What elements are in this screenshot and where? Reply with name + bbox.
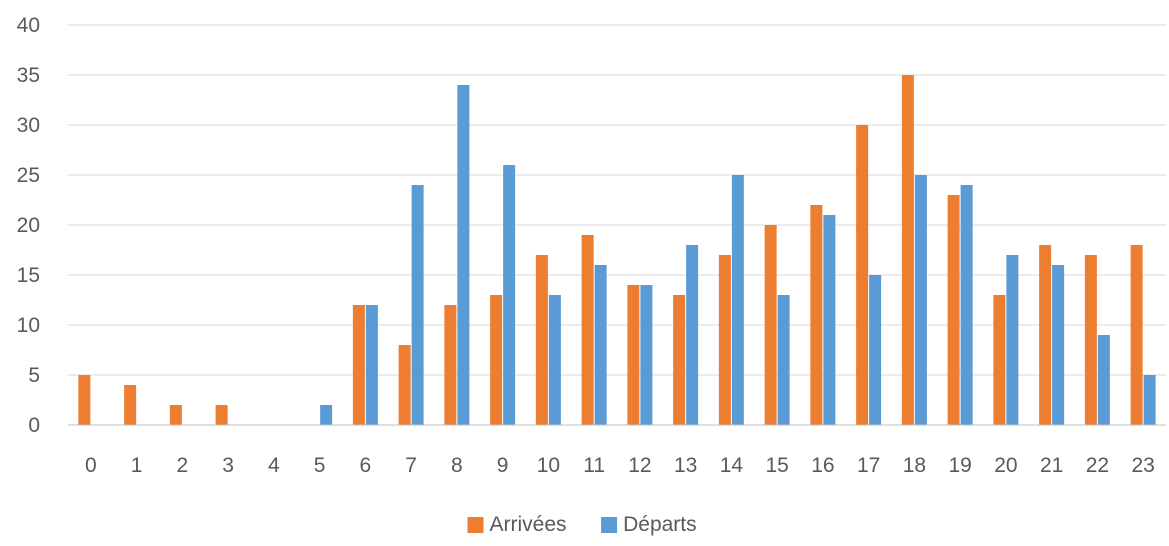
x-tick-label: 22 — [1086, 454, 1109, 477]
bar-departs-5 — [320, 405, 333, 425]
bar-arrivees-17 — [856, 125, 869, 425]
x-tick-label: 21 — [1040, 454, 1063, 477]
x-tick-label: 5 — [314, 454, 326, 477]
x-tick-label: 15 — [765, 454, 788, 477]
y-axis-tick-labels: 0 5 10 15 20 25 30 35 40 — [17, 14, 40, 437]
bar-departs-21 — [1052, 265, 1065, 425]
bar-arrivees-22 — [1084, 255, 1097, 425]
bar-arrivees-8 — [444, 305, 457, 425]
bar-arrivees-10 — [535, 255, 548, 425]
y-tick-label: 0 — [28, 414, 40, 437]
x-tick-label: 1 — [131, 454, 143, 477]
bar-departs-14 — [731, 175, 744, 425]
bar-departs-13 — [686, 245, 699, 425]
bar-arrivees-9 — [490, 295, 503, 425]
y-tick-label: 5 — [28, 364, 40, 387]
bar-departs-17 — [869, 275, 882, 425]
bar-departs-23 — [1143, 375, 1156, 425]
bar-departs-15 — [777, 295, 790, 425]
bar-departs-11 — [594, 265, 607, 425]
x-tick-label: 12 — [628, 454, 651, 477]
x-tick-label: 23 — [1131, 454, 1154, 477]
bar-arrivees-6 — [352, 305, 365, 425]
legend-swatch-arrivees — [467, 517, 484, 533]
legend: Arrivées Départs — [467, 513, 697, 536]
legend-label-arrivees: Arrivées — [490, 513, 567, 536]
bar-arrivees-20 — [993, 295, 1006, 425]
x-tick-label: 17 — [857, 454, 880, 477]
x-tick-label: 6 — [360, 454, 372, 477]
bar-arrivees-2 — [169, 405, 182, 425]
x-tick-label: 8 — [451, 454, 463, 477]
x-tick-label: 3 — [222, 454, 234, 477]
bar-arrivees-13 — [673, 295, 686, 425]
x-tick-label: 11 — [583, 454, 605, 477]
x-tick-label: 4 — [268, 454, 280, 477]
bar-arrivees-12 — [627, 285, 640, 425]
y-tick-label: 25 — [17, 164, 40, 187]
x-tick-label: 14 — [720, 454, 744, 477]
x-tick-label: 19 — [948, 454, 971, 477]
bar-departs-12 — [640, 285, 653, 425]
bar-departs-16 — [823, 215, 836, 425]
bar-departs-19 — [960, 185, 973, 425]
bar-arrivees-19 — [947, 195, 960, 425]
x-tick-label: 0 — [85, 454, 97, 477]
bar-departs-22 — [1097, 335, 1110, 425]
bars — [78, 75, 1156, 425]
bar-departs-7 — [411, 185, 424, 425]
gridlines — [68, 24, 1166, 376]
x-tick-label: 2 — [177, 454, 189, 477]
bar-arrivees-1 — [124, 385, 137, 425]
x-tick-label: 9 — [497, 454, 509, 477]
bar-departs-20 — [1006, 255, 1019, 425]
x-axis-tick-labels: 0 1 2 3 4 5 6 7 8 9 10 11 12 13 14 15 16 17 18 19 20 21 22 23 — [85, 454, 1155, 477]
bar-arrivees-15 — [764, 225, 777, 425]
bar-arrivees-14 — [718, 255, 731, 425]
bar-departs-6 — [365, 305, 378, 425]
bar-departs-9 — [503, 165, 516, 425]
legend-label-departs: Départs — [623, 513, 697, 536]
bar-departs-10 — [548, 295, 561, 425]
bar-arrivees-0 — [78, 375, 91, 425]
bar-arrivees-23 — [1130, 245, 1143, 425]
y-tick-label: 35 — [17, 64, 40, 87]
bar-arrivees-16 — [810, 205, 823, 425]
y-tick-label: 30 — [17, 114, 40, 137]
x-tick-label: 16 — [811, 454, 834, 477]
x-tick-label: 18 — [903, 454, 926, 477]
bar-arrivees-11 — [581, 235, 594, 425]
bar-departs-8 — [457, 85, 470, 425]
bar-departs-18 — [914, 175, 927, 425]
y-tick-label: 10 — [17, 314, 40, 337]
x-tick-label: 10 — [537, 454, 560, 477]
bar-arrivees-18 — [901, 75, 914, 425]
bar-arrivees-3 — [215, 405, 228, 425]
x-tick-label: 13 — [674, 454, 697, 477]
x-tick-label: 20 — [994, 454, 1017, 477]
y-tick-label: 20 — [17, 214, 40, 237]
bar-arrivees-7 — [398, 345, 411, 425]
legend-swatch-departs — [601, 517, 618, 533]
x-tick-label: 7 — [405, 454, 417, 477]
y-tick-label: 40 — [17, 14, 40, 37]
y-tick-label: 15 — [17, 264, 40, 287]
bar-arrivees-21 — [1039, 245, 1052, 425]
